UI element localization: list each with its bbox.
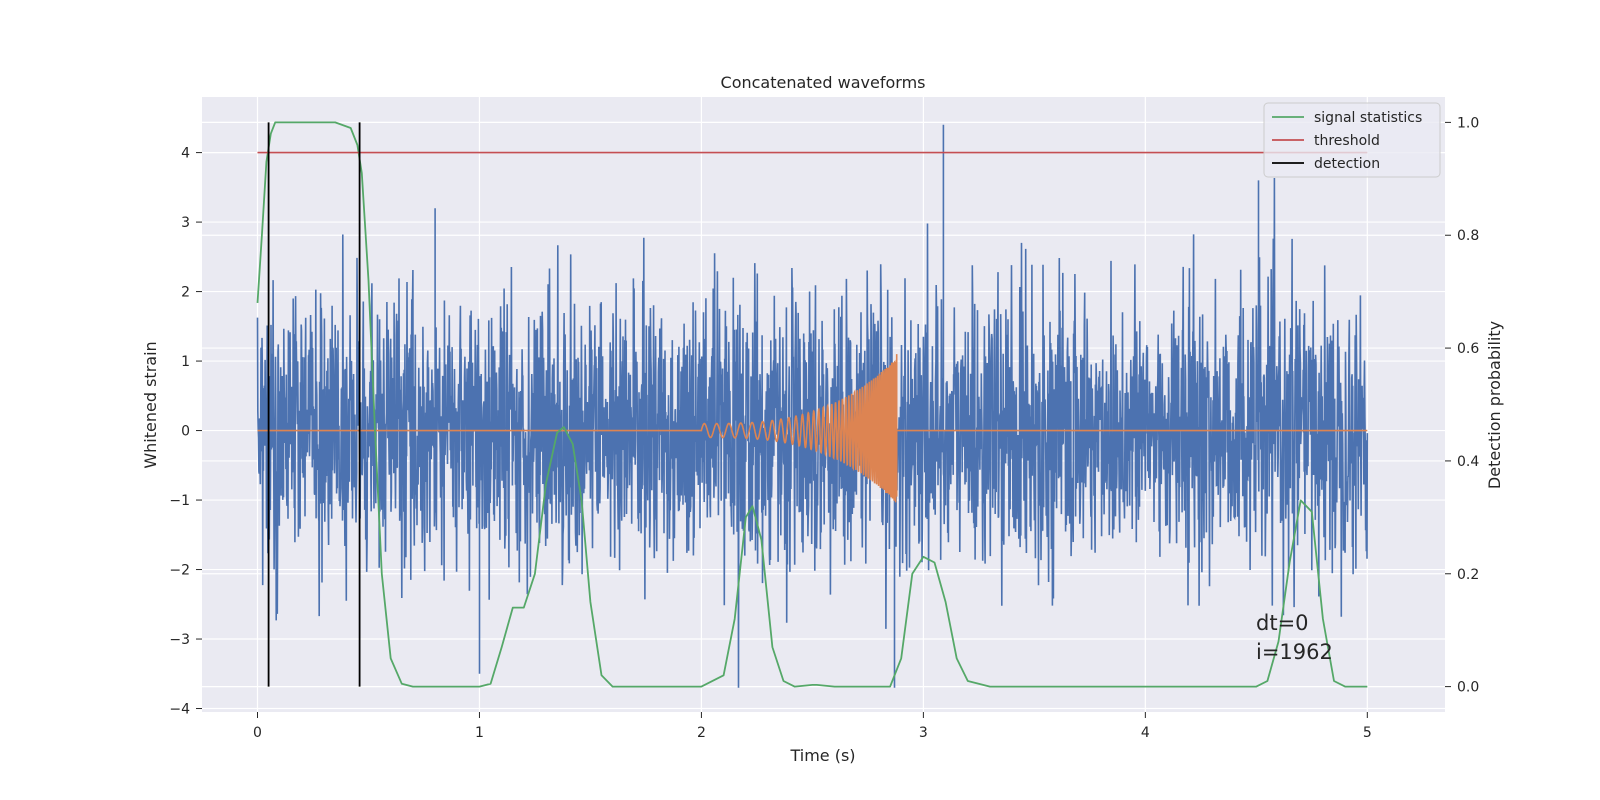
signal-statistics-line <box>256 121 1368 688</box>
x-tick-label: 4 <box>1141 725 1150 741</box>
legend: signal statistics threshold detection <box>1263 102 1441 178</box>
x-tick-label: 5 <box>1363 725 1372 741</box>
y2-tick-label: 0.4 <box>1457 454 1479 470</box>
legend-label: threshold <box>1314 133 1380 149</box>
y2-axis-label: Detection probability <box>1485 321 1504 489</box>
x-tick-label: 2 <box>697 725 706 741</box>
noise-series-line <box>256 124 1369 688</box>
y2-tick-label: 1.0 <box>1457 115 1479 131</box>
waveform-series-line <box>257 354 1368 503</box>
chart-title: Concatenated waveforms <box>721 73 926 92</box>
y2-tick-label: 0.2 <box>1457 567 1479 583</box>
y-tick-label: −1 <box>169 493 190 509</box>
x-tick-label: 1 <box>475 725 484 741</box>
legend-box <box>1263 102 1441 178</box>
legend-label: detection <box>1314 156 1380 172</box>
overlay-series <box>256 121 1368 688</box>
y-tick-label: −3 <box>169 632 190 648</box>
y-tick-label: −2 <box>169 563 190 579</box>
y-tick-label: 1 <box>181 354 190 370</box>
x-tick-label: 3 <box>919 725 928 741</box>
y-tick-label: 0 <box>181 424 190 440</box>
axes: 0 1 2 3 4 5 −4 −3 −2 −1 0 1 2 3 4 0.0 0.2 0.4 0.6 0.8 1.0 <box>169 115 1479 741</box>
x-axis-label: Time (s) <box>789 746 855 765</box>
y-tick-label: 2 <box>181 285 190 301</box>
y-axis-label: Whitened strain <box>141 341 160 468</box>
annotation-i: i=1962 <box>1256 640 1333 664</box>
waveform-series <box>257 354 1368 503</box>
y-tick-label: 3 <box>181 215 190 231</box>
y2-tick-label: 0.8 <box>1457 228 1479 244</box>
legend-label: signal statistics <box>1314 110 1422 126</box>
y2-tick-label: 0.6 <box>1457 341 1479 357</box>
x-tick-label: 0 <box>253 725 262 741</box>
y-tick-label: 4 <box>181 146 190 162</box>
annotation-dt: dt=0 <box>1256 611 1309 635</box>
y2-tick-label: 0.0 <box>1457 680 1479 696</box>
noise-series <box>256 124 1369 688</box>
y-tick-label: −4 <box>169 702 190 718</box>
